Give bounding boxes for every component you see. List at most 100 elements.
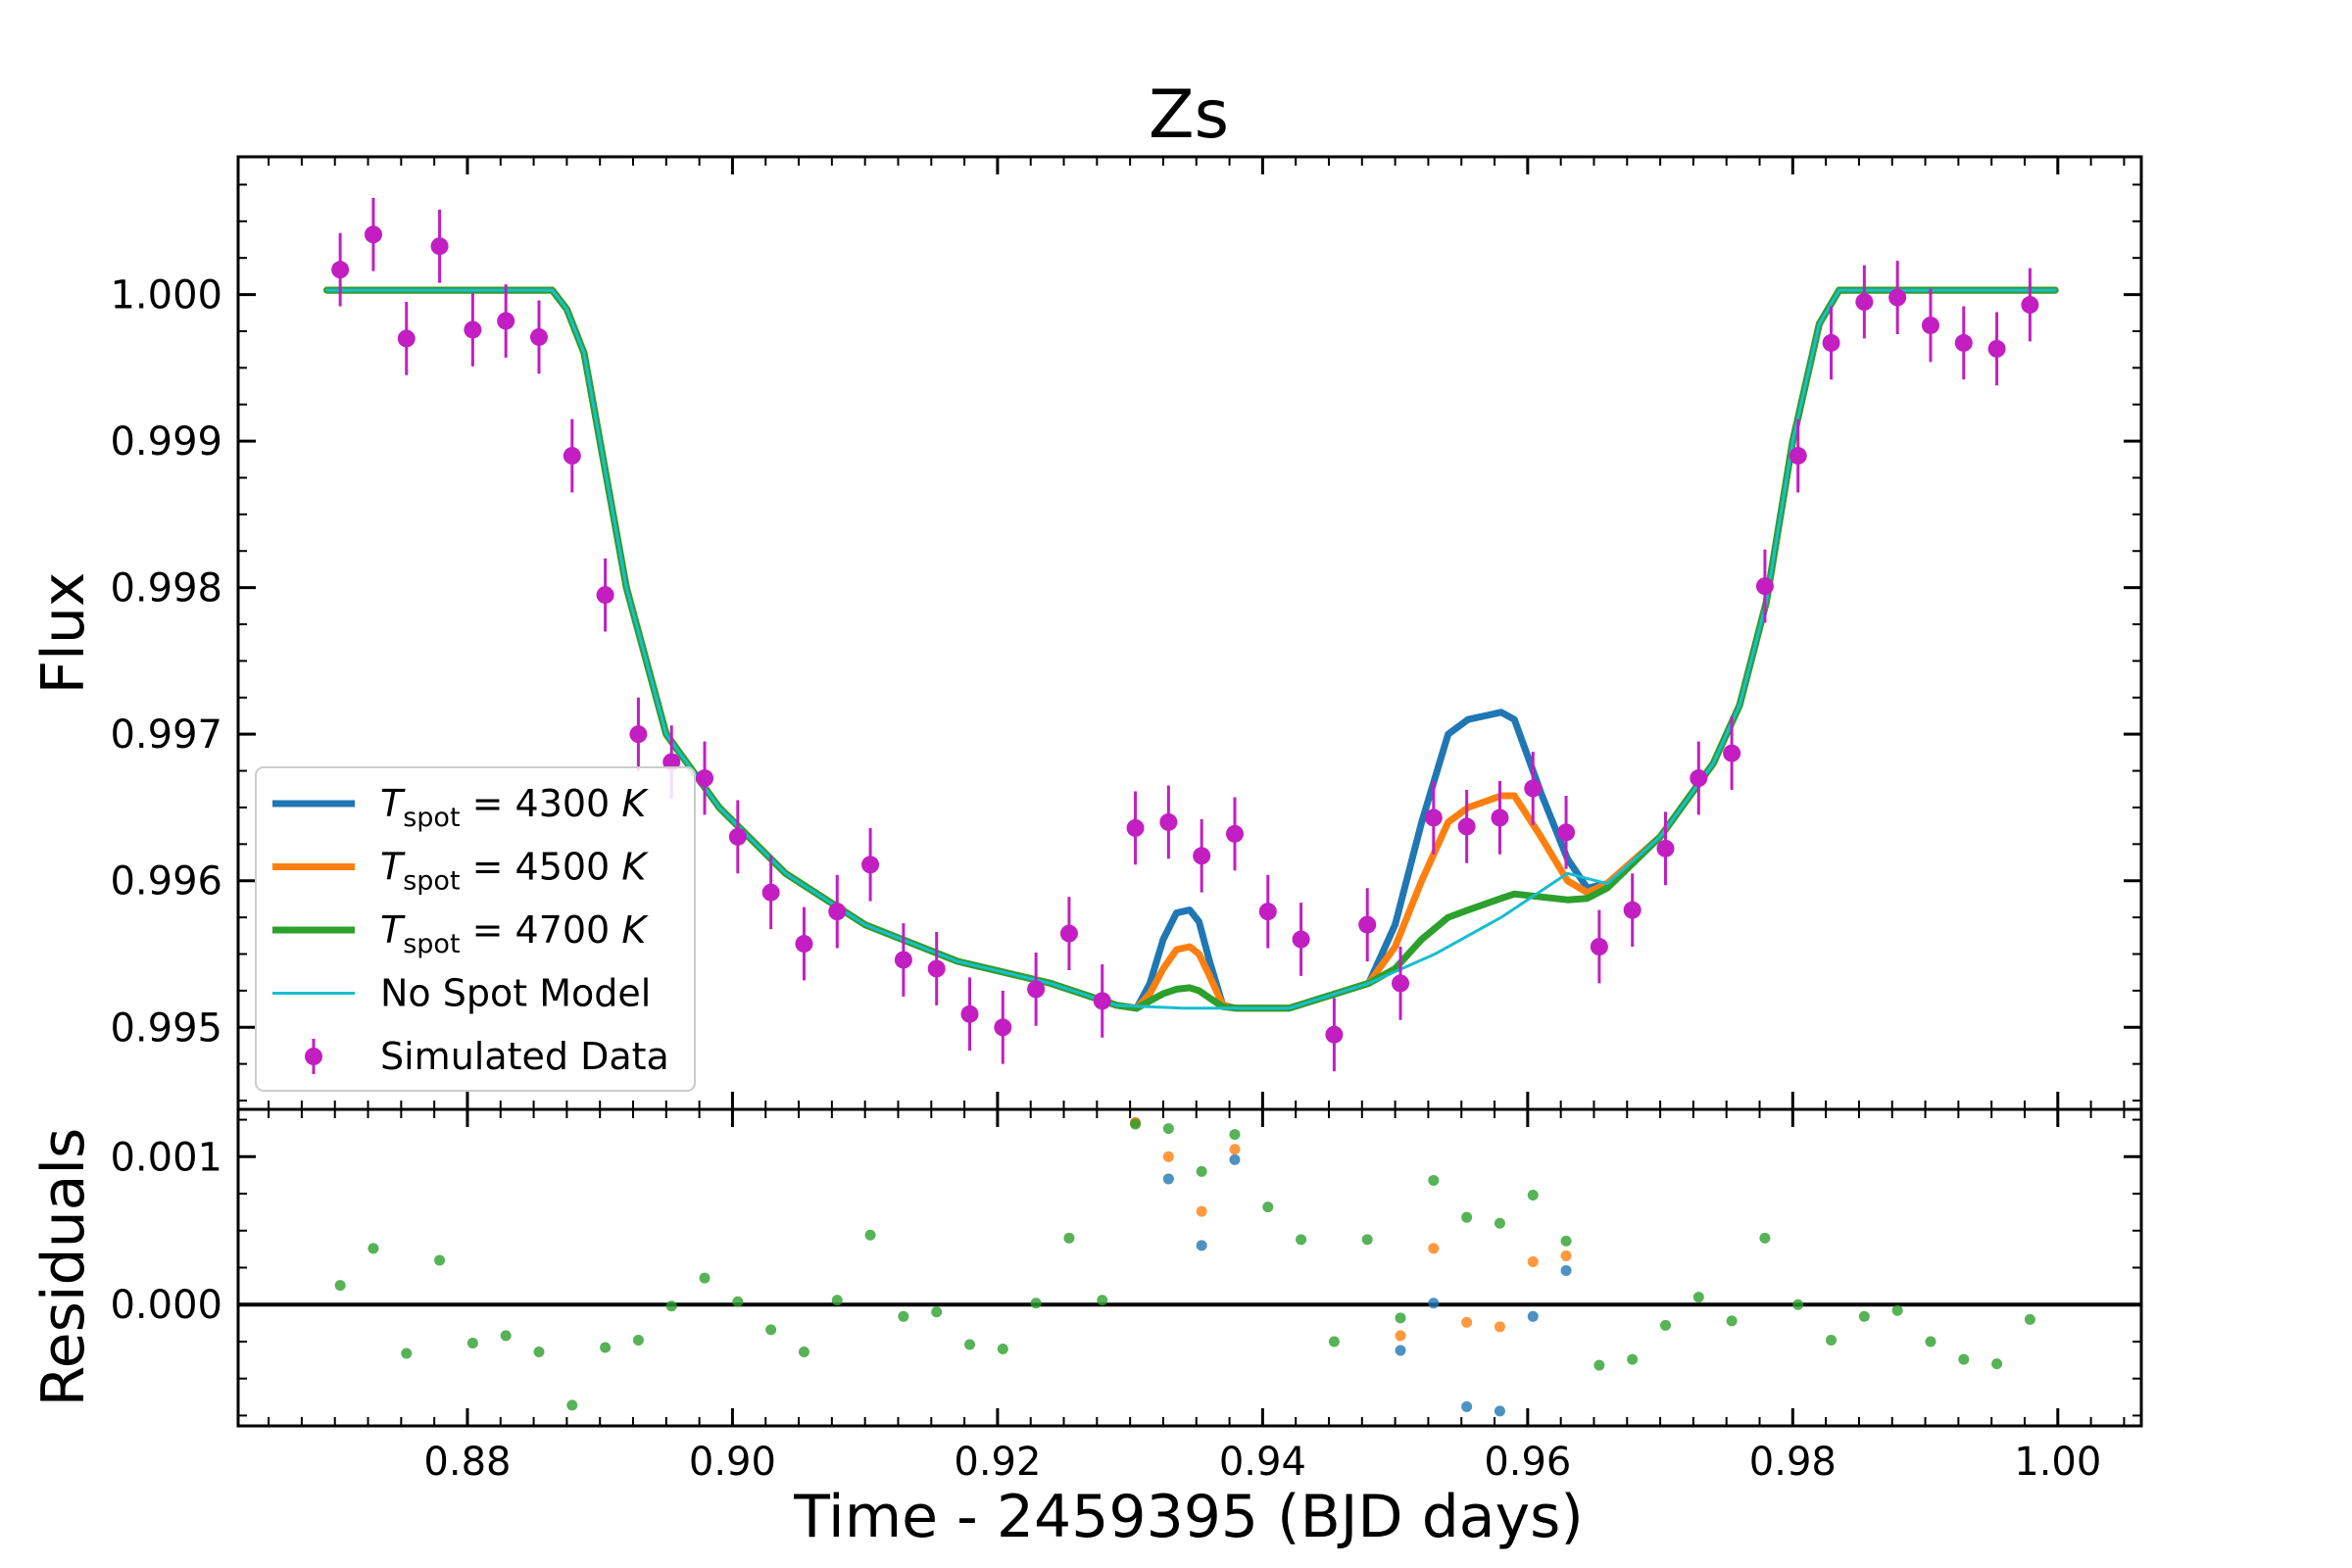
residual-point bbox=[1494, 1321, 1505, 1333]
residual-point bbox=[1461, 1211, 1473, 1223]
residual-point bbox=[864, 1229, 876, 1241]
residual-point bbox=[997, 1344, 1008, 1355]
residual-point bbox=[1162, 1173, 1174, 1185]
data-point bbox=[1557, 823, 1576, 842]
residual-point bbox=[1858, 1310, 1870, 1322]
residual-point bbox=[1229, 1153, 1241, 1165]
data-point bbox=[1424, 808, 1443, 827]
residual-point bbox=[831, 1295, 843, 1306]
residual-point bbox=[1461, 1400, 1473, 1412]
residual-point bbox=[1030, 1298, 1042, 1309]
data-point bbox=[1325, 1025, 1344, 1044]
residual-point bbox=[1759, 1232, 1771, 1244]
residual-point bbox=[1958, 1353, 1970, 1365]
residual-point bbox=[1891, 1304, 1903, 1316]
residual-point bbox=[533, 1347, 545, 1358]
residual-point bbox=[765, 1324, 777, 1336]
residual-point bbox=[368, 1243, 379, 1254]
residual-point bbox=[401, 1348, 413, 1359]
data-point bbox=[331, 261, 350, 279]
y-tick-label: 0.997 bbox=[110, 712, 222, 758]
data-point bbox=[1987, 339, 2006, 358]
data-point bbox=[828, 903, 847, 921]
data-point bbox=[1656, 839, 1675, 858]
chart-title: Zs bbox=[1149, 76, 1229, 154]
residual-point bbox=[1593, 1359, 1605, 1371]
data-point bbox=[1126, 818, 1145, 837]
residual-point bbox=[1660, 1319, 1671, 1331]
residual-point bbox=[1925, 1336, 1936, 1348]
residuals-plot-frame bbox=[236, 1107, 2143, 1428]
residual-point bbox=[1162, 1151, 1174, 1162]
data-point bbox=[1225, 824, 1244, 843]
legend-swatch bbox=[305, 1048, 322, 1065]
data-point bbox=[1292, 930, 1310, 949]
y-tick-label: 0.999 bbox=[110, 419, 222, 465]
legend-item-0: Tspot = 4300 K bbox=[272, 782, 649, 833]
residual-point bbox=[1792, 1298, 1804, 1310]
legend-item-3: No Spot Model bbox=[272, 972, 651, 1015]
y-tick-label: 0.000 bbox=[110, 1283, 222, 1328]
legend: Tspot = 4300 K Tspot = 4500 K Tspot = 4700… bbox=[255, 766, 696, 1092]
residual-point bbox=[600, 1342, 612, 1353]
x-tick-label: 0.98 bbox=[1749, 1440, 1837, 1485]
residual-point bbox=[931, 1306, 943, 1318]
y-tick-label: 0.001 bbox=[110, 1135, 222, 1180]
data-point bbox=[364, 225, 382, 244]
residual-point bbox=[1262, 1201, 1274, 1213]
data-point bbox=[1755, 577, 1774, 596]
residual-point bbox=[1196, 1165, 1207, 1177]
data-point bbox=[1590, 938, 1608, 956]
residual-point bbox=[1527, 1190, 1539, 1201]
legend-label: Tspot = 4500 K bbox=[380, 846, 649, 897]
data-point bbox=[795, 935, 813, 954]
residual-point bbox=[699, 1272, 710, 1284]
data-point bbox=[927, 959, 946, 978]
data-point bbox=[1258, 903, 1277, 921]
residual-point bbox=[1527, 1310, 1539, 1322]
residual-point bbox=[1428, 1243, 1440, 1254]
data-point bbox=[1723, 744, 1741, 762]
data-point bbox=[1457, 817, 1476, 836]
residual-point bbox=[1229, 1144, 1241, 1155]
data-point bbox=[1921, 316, 1939, 334]
residual-point bbox=[334, 1280, 346, 1292]
data-point bbox=[430, 237, 449, 256]
data-point bbox=[1623, 901, 1642, 919]
residual-point bbox=[1196, 1240, 1207, 1251]
residual-point bbox=[1428, 1298, 1440, 1309]
data-point bbox=[994, 1018, 1012, 1037]
data-point bbox=[1358, 915, 1377, 934]
data-point bbox=[1093, 992, 1111, 1010]
data-point bbox=[1392, 974, 1410, 993]
legend-item-1: Tspot = 4500 K bbox=[272, 846, 649, 897]
data-point bbox=[1193, 847, 1211, 865]
data-point bbox=[1788, 447, 1807, 466]
series-line-3 bbox=[325, 288, 2057, 1010]
x-tick-label: 0.92 bbox=[954, 1440, 1041, 1485]
data-point bbox=[629, 725, 648, 744]
residual-point bbox=[566, 1399, 578, 1411]
x-tick-label: 0.88 bbox=[423, 1440, 511, 1485]
residual-point bbox=[665, 1300, 677, 1312]
y-axis-label-flux: Flux bbox=[29, 572, 98, 695]
residual-point bbox=[1361, 1234, 1373, 1246]
data-point bbox=[1954, 333, 1973, 352]
residual-point bbox=[1991, 1358, 2003, 1370]
data-point bbox=[397, 329, 416, 348]
residual-point bbox=[434, 1254, 446, 1266]
x-tick-label: 0.96 bbox=[1484, 1440, 1571, 1485]
x-tick-label: 0.94 bbox=[1219, 1440, 1306, 1485]
data-point bbox=[761, 883, 780, 902]
residual-point bbox=[1063, 1232, 1075, 1244]
residual-point bbox=[1527, 1255, 1539, 1267]
legend-item-4: Simulated Data bbox=[305, 1035, 669, 1078]
residual-point bbox=[898, 1310, 909, 1322]
x-axis-label: Time - 2459395 (BJD days) bbox=[793, 1483, 1584, 1551]
residual-point bbox=[1395, 1345, 1406, 1356]
data-point bbox=[1822, 333, 1840, 352]
residual-point bbox=[1461, 1316, 1473, 1328]
data-point bbox=[1159, 812, 1178, 831]
legend-box bbox=[255, 766, 696, 1092]
residual-point bbox=[1494, 1405, 1505, 1417]
